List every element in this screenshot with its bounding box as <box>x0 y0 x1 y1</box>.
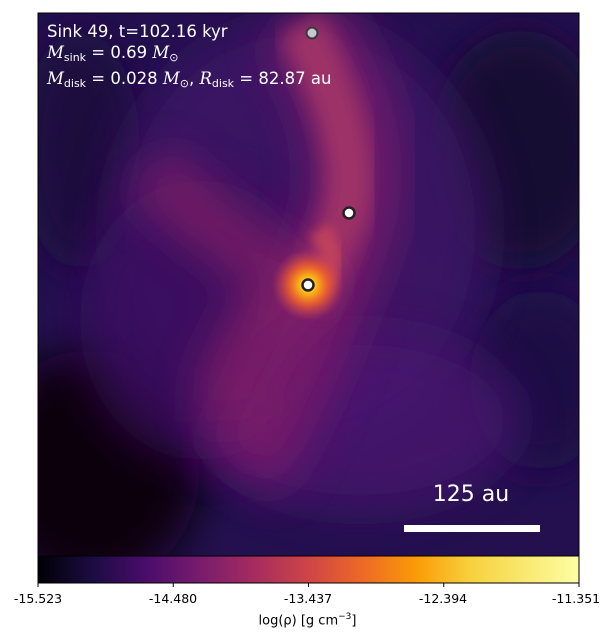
sink-middle-marker <box>342 206 356 220</box>
scale-bar <box>404 525 540 532</box>
sink-top-marker <box>305 26 319 40</box>
colorbar-tick-4: -11.351 <box>551 591 601 606</box>
colorbar-tick-0: -15.523 <box>13 591 63 606</box>
colorbar <box>37 555 580 584</box>
density-image <box>38 13 579 556</box>
sink-central-marker <box>301 278 315 292</box>
sink-title: Sink 49, t=102.16 kyr <box>47 22 228 41</box>
colorbar-tick-2: -13.437 <box>283 591 333 606</box>
colorbar-ticks <box>37 583 580 587</box>
colorbar-tick-3: -12.394 <box>418 591 468 606</box>
sink-info: Sink 49, t=102.16 kyr Msink = 0.69 M⊙ Md… <box>47 21 331 94</box>
disk-properties: Mdisk = 0.028 M⊙, Rdisk = 82.87 au <box>47 69 332 90</box>
colorbar-label: log(ρ) [g cm−3] <box>258 612 357 629</box>
colorbar-tick-1: -14.480 <box>148 591 198 606</box>
sink-mass: Msink = 0.69 M⊙ <box>47 43 179 64</box>
scale-bar-label: 125 au <box>432 482 510 507</box>
